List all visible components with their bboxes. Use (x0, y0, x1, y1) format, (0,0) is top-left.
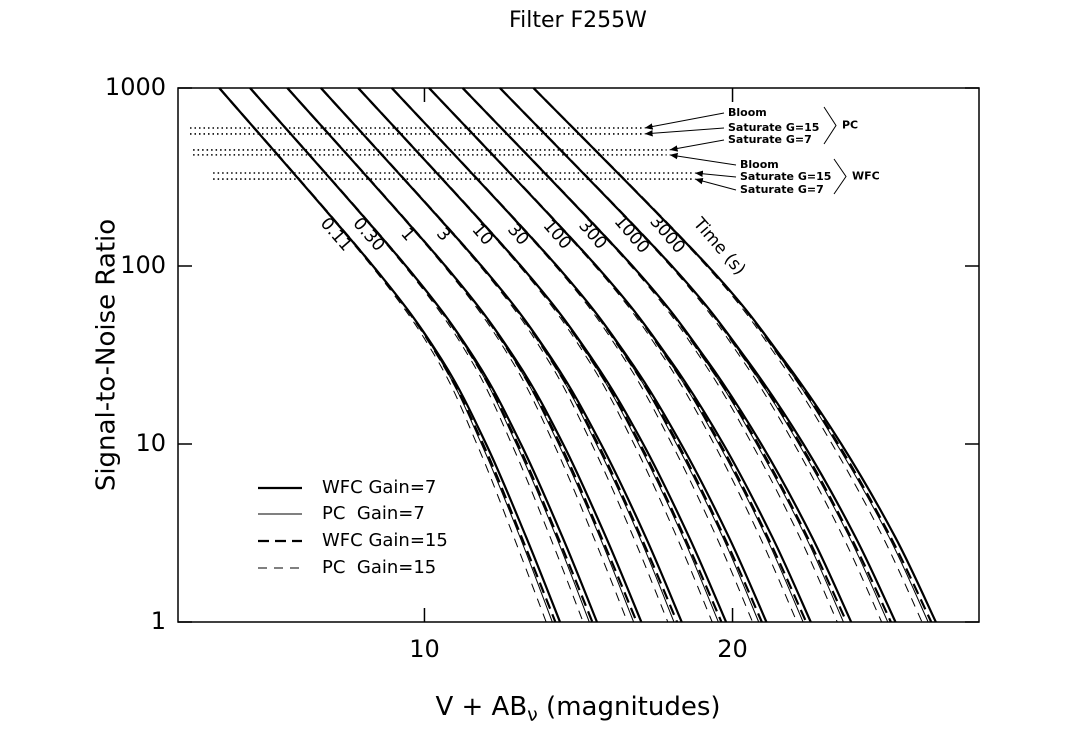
annotation-arrow (669, 152, 737, 166)
saturation-label: Saturate G=7 (740, 183, 824, 196)
sn-curve (218, 87, 547, 623)
sn-curve (218, 87, 557, 623)
sn-curve (249, 87, 594, 623)
saturation-label: Bloom (728, 106, 767, 119)
x-axis-label-sub: ν (527, 704, 538, 726)
sn-curve (357, 87, 723, 623)
sn-curve (249, 87, 584, 623)
group-label: PC (842, 119, 858, 132)
saturation-label: Bloom (740, 158, 779, 171)
y-tick-label: 1 (151, 607, 166, 635)
saturation-label: Saturate G=15 (740, 170, 831, 183)
legend-label: WFC Gain=7 (322, 477, 436, 498)
saturation-label: Saturate G=15 (728, 121, 819, 134)
legend-label: PC Gain=7 (322, 503, 425, 524)
sn-curve (428, 87, 808, 623)
plot-frame (177, 87, 980, 623)
y-tick-label: 1000 (105, 73, 166, 101)
group-brace (823, 106, 837, 145)
group-label: WFC (852, 170, 880, 183)
saturation-label: Saturate G=7 (728, 133, 812, 146)
group-brace (833, 158, 847, 195)
sn-curve (428, 87, 798, 623)
annotation-arrow (644, 127, 725, 137)
annotation-arrow (694, 170, 737, 178)
annotation-arrow (669, 139, 725, 152)
sn-curve (391, 87, 763, 623)
legend-label: PC Gain=15 (322, 557, 436, 578)
x-axis-label: V + ABν (magnitudes) (435, 692, 720, 726)
sn-curve (218, 87, 553, 623)
annotation-arrow (694, 178, 737, 191)
sn-curve (249, 87, 590, 623)
sn-curve (286, 87, 628, 623)
sn-curve (357, 87, 713, 623)
legend-label: WFC Gain=15 (322, 530, 448, 551)
sn-curve (461, 87, 848, 623)
sn-curve (320, 87, 679, 623)
y-axis-label: Signal-to-Noise Ratio (92, 219, 122, 491)
x-tick-label: 20 (717, 635, 748, 663)
sn-curve (462, 87, 838, 623)
x-axis-label-suffix: (magnitudes) (538, 692, 721, 722)
x-axis-label-main: V + AB (435, 692, 527, 722)
y-tick-label: 10 (135, 429, 166, 457)
sn-curve (320, 87, 669, 623)
sn-curve (286, 87, 635, 623)
chart-title: Filter F255W (509, 8, 647, 33)
sn-curve (499, 87, 892, 623)
sn-curve (286, 87, 638, 623)
annotation-arrow (644, 112, 725, 130)
y-tick-label: 100 (120, 251, 166, 279)
x-tick-label: 10 (409, 635, 440, 663)
sn-curve (532, 87, 933, 623)
sn-curve (499, 87, 883, 623)
sn-curve (533, 87, 923, 623)
